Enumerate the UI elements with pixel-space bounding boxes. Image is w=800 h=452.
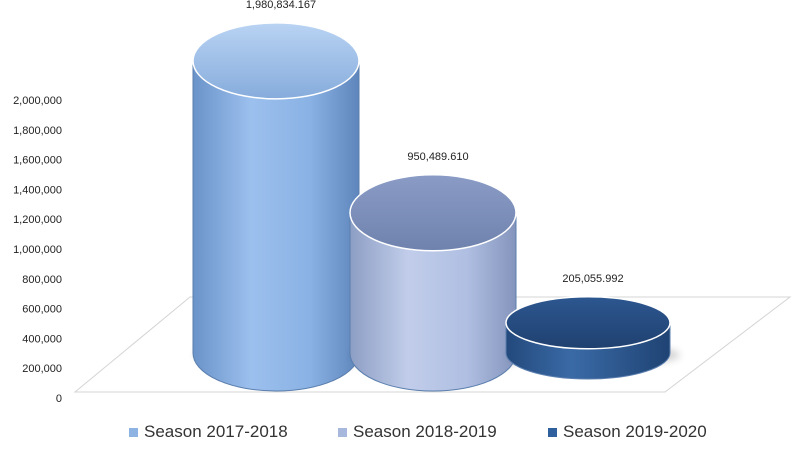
bar-body xyxy=(192,60,360,392)
bars xyxy=(192,22,680,392)
y-tick-label: 2,000,000 xyxy=(13,95,62,107)
y-tick-label: 600,000 xyxy=(22,304,62,316)
y-tick-label: 0 xyxy=(56,393,62,405)
bar-top xyxy=(349,174,517,252)
data-label: 950,489.610 xyxy=(407,151,468,163)
bar-top xyxy=(505,296,671,350)
y-tick-label: 800,000 xyxy=(22,274,62,286)
data-label: 205,055.992 xyxy=(562,273,623,285)
data-label: 1,980,834.167 xyxy=(246,0,316,11)
legend-item-2: Season 2019-2020 xyxy=(548,422,707,442)
bar-2 xyxy=(505,296,680,380)
y-tick-label: 1,200,000 xyxy=(13,214,62,226)
bar-1 xyxy=(349,174,526,392)
legend: Season 2017-2018 Season 2018-2019 Season… xyxy=(0,422,800,446)
legend-label-1: Season 2018-2019 xyxy=(353,422,497,441)
legend-swatch-0 xyxy=(129,427,138,437)
bar-0 xyxy=(192,22,369,392)
bar-top xyxy=(192,22,360,100)
y-axis: 0 200,000 400,000 600,000 800,000 1,000,000 1,… xyxy=(13,95,62,405)
legend-item-0: Season 2017-2018 xyxy=(129,422,288,442)
legend-label-0: Season 2017-2018 xyxy=(144,422,288,441)
legend-swatch-1 xyxy=(338,427,347,437)
legend-label-2: Season 2019-2020 xyxy=(563,422,707,441)
value-labels: 1,980,834.167 950,489.610 205,055.992 xyxy=(246,0,624,285)
legend-item-1: Season 2018-2019 xyxy=(338,422,497,442)
y-tick-label: 1,600,000 xyxy=(13,155,62,167)
y-tick-label: 1,400,000 xyxy=(13,184,62,196)
y-tick-label: 200,000 xyxy=(22,363,62,375)
y-tick-label: 400,000 xyxy=(22,333,62,345)
y-tick-label: 1,000,000 xyxy=(13,244,62,256)
y-tick-label: 1,800,000 xyxy=(13,125,62,137)
legend-swatch-2 xyxy=(548,427,557,437)
